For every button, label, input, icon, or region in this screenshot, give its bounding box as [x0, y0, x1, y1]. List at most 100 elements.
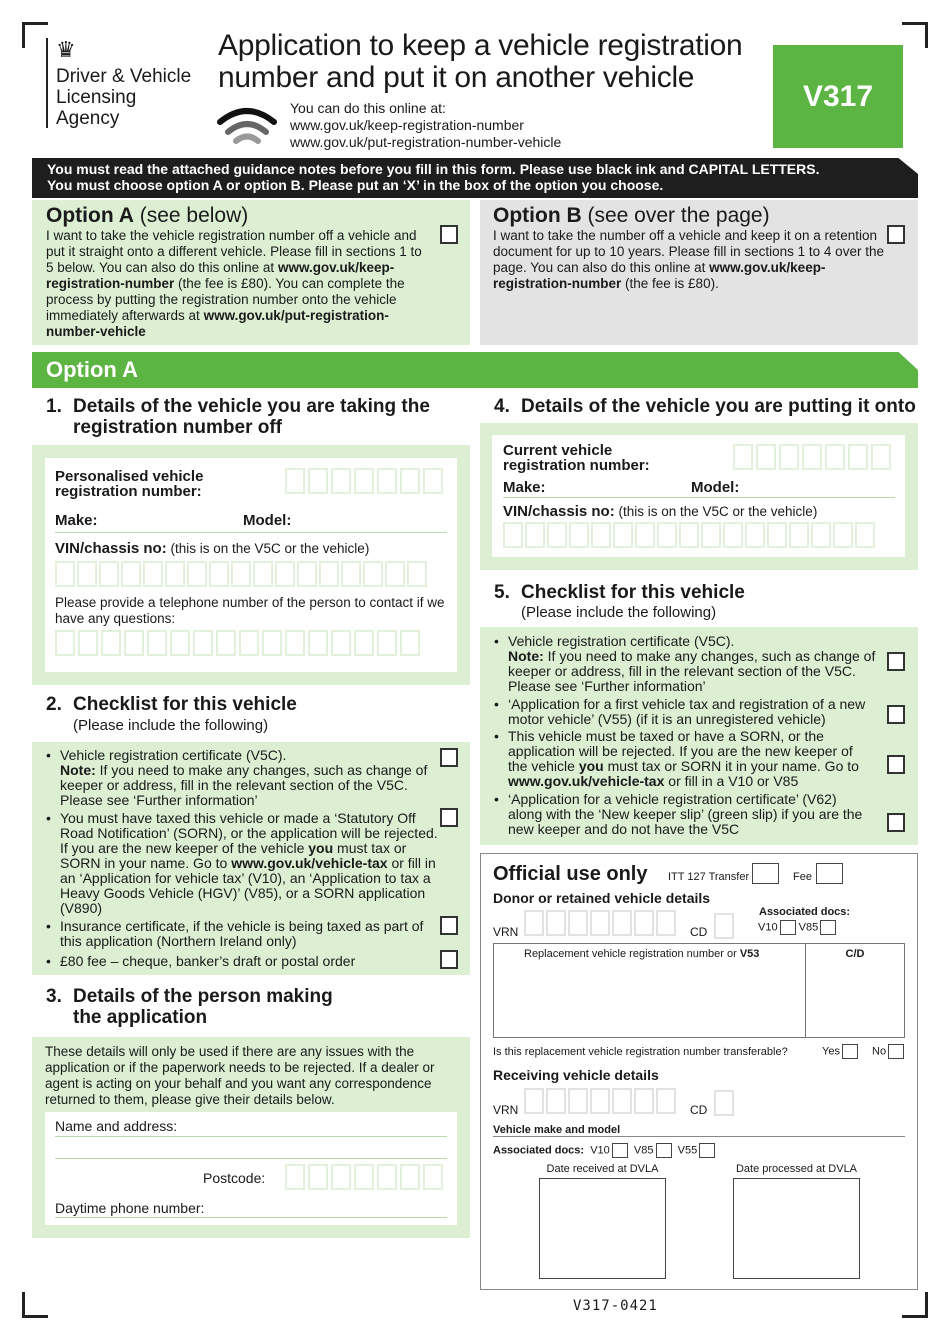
character-box[interactable] [308, 468, 328, 494]
character-box[interactable] [612, 910, 632, 936]
character-box[interactable] [193, 630, 213, 656]
character-box[interactable] [354, 1164, 374, 1190]
daytime-phone-line[interactable] [55, 1217, 447, 1218]
character-box[interactable] [767, 522, 787, 548]
character-box[interactable] [354, 630, 374, 656]
v85-checkbox[interactable] [820, 920, 837, 935]
v10-checkbox[interactable] [779, 920, 796, 935]
character-box[interactable] [354, 468, 374, 494]
character-box[interactable] [525, 522, 545, 548]
character-box[interactable] [99, 561, 119, 587]
character-box[interactable] [231, 561, 251, 587]
character-box[interactable] [613, 522, 633, 548]
character-box[interactable] [377, 630, 397, 656]
character-box[interactable] [568, 1088, 588, 1114]
character-box[interactable] [209, 561, 229, 587]
online-url[interactable]: www.gov.uk/put-registration-number-vehic… [290, 134, 562, 150]
checklist-checkbox[interactable] [440, 950, 458, 969]
reg-number-input[interactable] [285, 468, 443, 494]
character-box[interactable] [590, 1088, 610, 1114]
character-box[interactable] [147, 630, 167, 656]
checklist-checkbox[interactable] [440, 808, 458, 827]
character-box[interactable] [423, 1164, 443, 1190]
character-box[interactable] [377, 468, 397, 494]
postcode-input[interactable] [285, 1164, 443, 1190]
character-box[interactable] [423, 468, 443, 494]
character-box[interactable] [855, 522, 875, 548]
v85-checkbox[interactable] [655, 1143, 672, 1158]
receiving-cd-input[interactable] [714, 1090, 734, 1116]
character-box[interactable] [612, 1088, 632, 1114]
character-box[interactable] [170, 630, 190, 656]
option-a-checkbox[interactable] [440, 225, 458, 244]
vin-input[interactable] [503, 522, 875, 548]
fee-box[interactable] [816, 863, 843, 884]
make-model-line[interactable] [503, 497, 895, 498]
character-box[interactable] [733, 444, 753, 470]
vin-input[interactable] [55, 561, 427, 587]
character-box[interactable] [341, 561, 361, 587]
character-box[interactable] [547, 522, 567, 548]
character-box[interactable] [714, 913, 734, 939]
receiving-vrn-input[interactable] [524, 1088, 676, 1114]
character-box[interactable] [848, 444, 868, 470]
character-box[interactable] [871, 444, 891, 470]
character-box[interactable] [297, 561, 317, 587]
character-box[interactable] [285, 630, 305, 656]
character-box[interactable] [262, 630, 282, 656]
donor-vrn-input[interactable] [524, 910, 676, 936]
character-box[interactable] [811, 522, 831, 548]
character-box[interactable] [55, 630, 75, 656]
checklist-checkbox[interactable] [887, 705, 905, 724]
character-box[interactable] [187, 561, 207, 587]
character-box[interactable] [634, 910, 654, 936]
character-box[interactable] [756, 444, 776, 470]
character-box[interactable] [407, 561, 427, 587]
donor-cd-input[interactable] [714, 913, 734, 939]
name-address-line[interactable] [55, 1136, 447, 1137]
character-box[interactable] [569, 522, 589, 548]
v10-checkbox[interactable] [611, 1143, 628, 1158]
character-box[interactable] [524, 910, 544, 936]
character-box[interactable] [546, 910, 566, 936]
character-box[interactable] [385, 561, 405, 587]
character-box[interactable] [656, 910, 676, 936]
character-box[interactable] [833, 522, 853, 548]
checklist-checkbox[interactable] [440, 916, 458, 935]
current-reg-input[interactable] [733, 444, 891, 470]
checklist-checkbox[interactable] [440, 748, 458, 767]
character-box[interactable] [239, 630, 259, 656]
character-box[interactable] [165, 561, 185, 587]
character-box[interactable] [503, 522, 523, 548]
character-box[interactable] [802, 444, 822, 470]
character-box[interactable] [377, 1164, 397, 1190]
character-box[interactable] [723, 522, 743, 548]
character-box[interactable] [701, 522, 721, 548]
character-box[interactable] [308, 630, 328, 656]
character-box[interactable] [825, 444, 845, 470]
v55-checkbox[interactable] [699, 1143, 716, 1158]
character-box[interactable] [77, 561, 97, 587]
character-box[interactable] [101, 630, 121, 656]
character-box[interactable] [779, 444, 799, 470]
character-box[interactable] [657, 522, 677, 548]
date-received-box[interactable] [539, 1178, 666, 1279]
character-box[interactable] [308, 1164, 328, 1190]
character-box[interactable] [143, 561, 163, 587]
character-box[interactable] [656, 1088, 676, 1114]
option-b-checkbox[interactable] [887, 225, 905, 244]
name-address-line[interactable] [55, 1158, 447, 1159]
character-box[interactable] [635, 522, 655, 548]
character-box[interactable] [400, 1164, 420, 1190]
character-box[interactable] [591, 522, 611, 548]
character-box[interactable] [331, 1164, 351, 1190]
yes-checkbox[interactable] [841, 1044, 858, 1059]
phone-input[interactable] [55, 630, 420, 656]
character-box[interactable] [253, 561, 273, 587]
character-box[interactable] [634, 1088, 654, 1114]
character-box[interactable] [121, 561, 141, 587]
make-model-line[interactable] [493, 1136, 905, 1137]
character-box[interactable] [568, 910, 588, 936]
character-box[interactable] [714, 1090, 734, 1116]
character-box[interactable] [524, 1088, 544, 1114]
